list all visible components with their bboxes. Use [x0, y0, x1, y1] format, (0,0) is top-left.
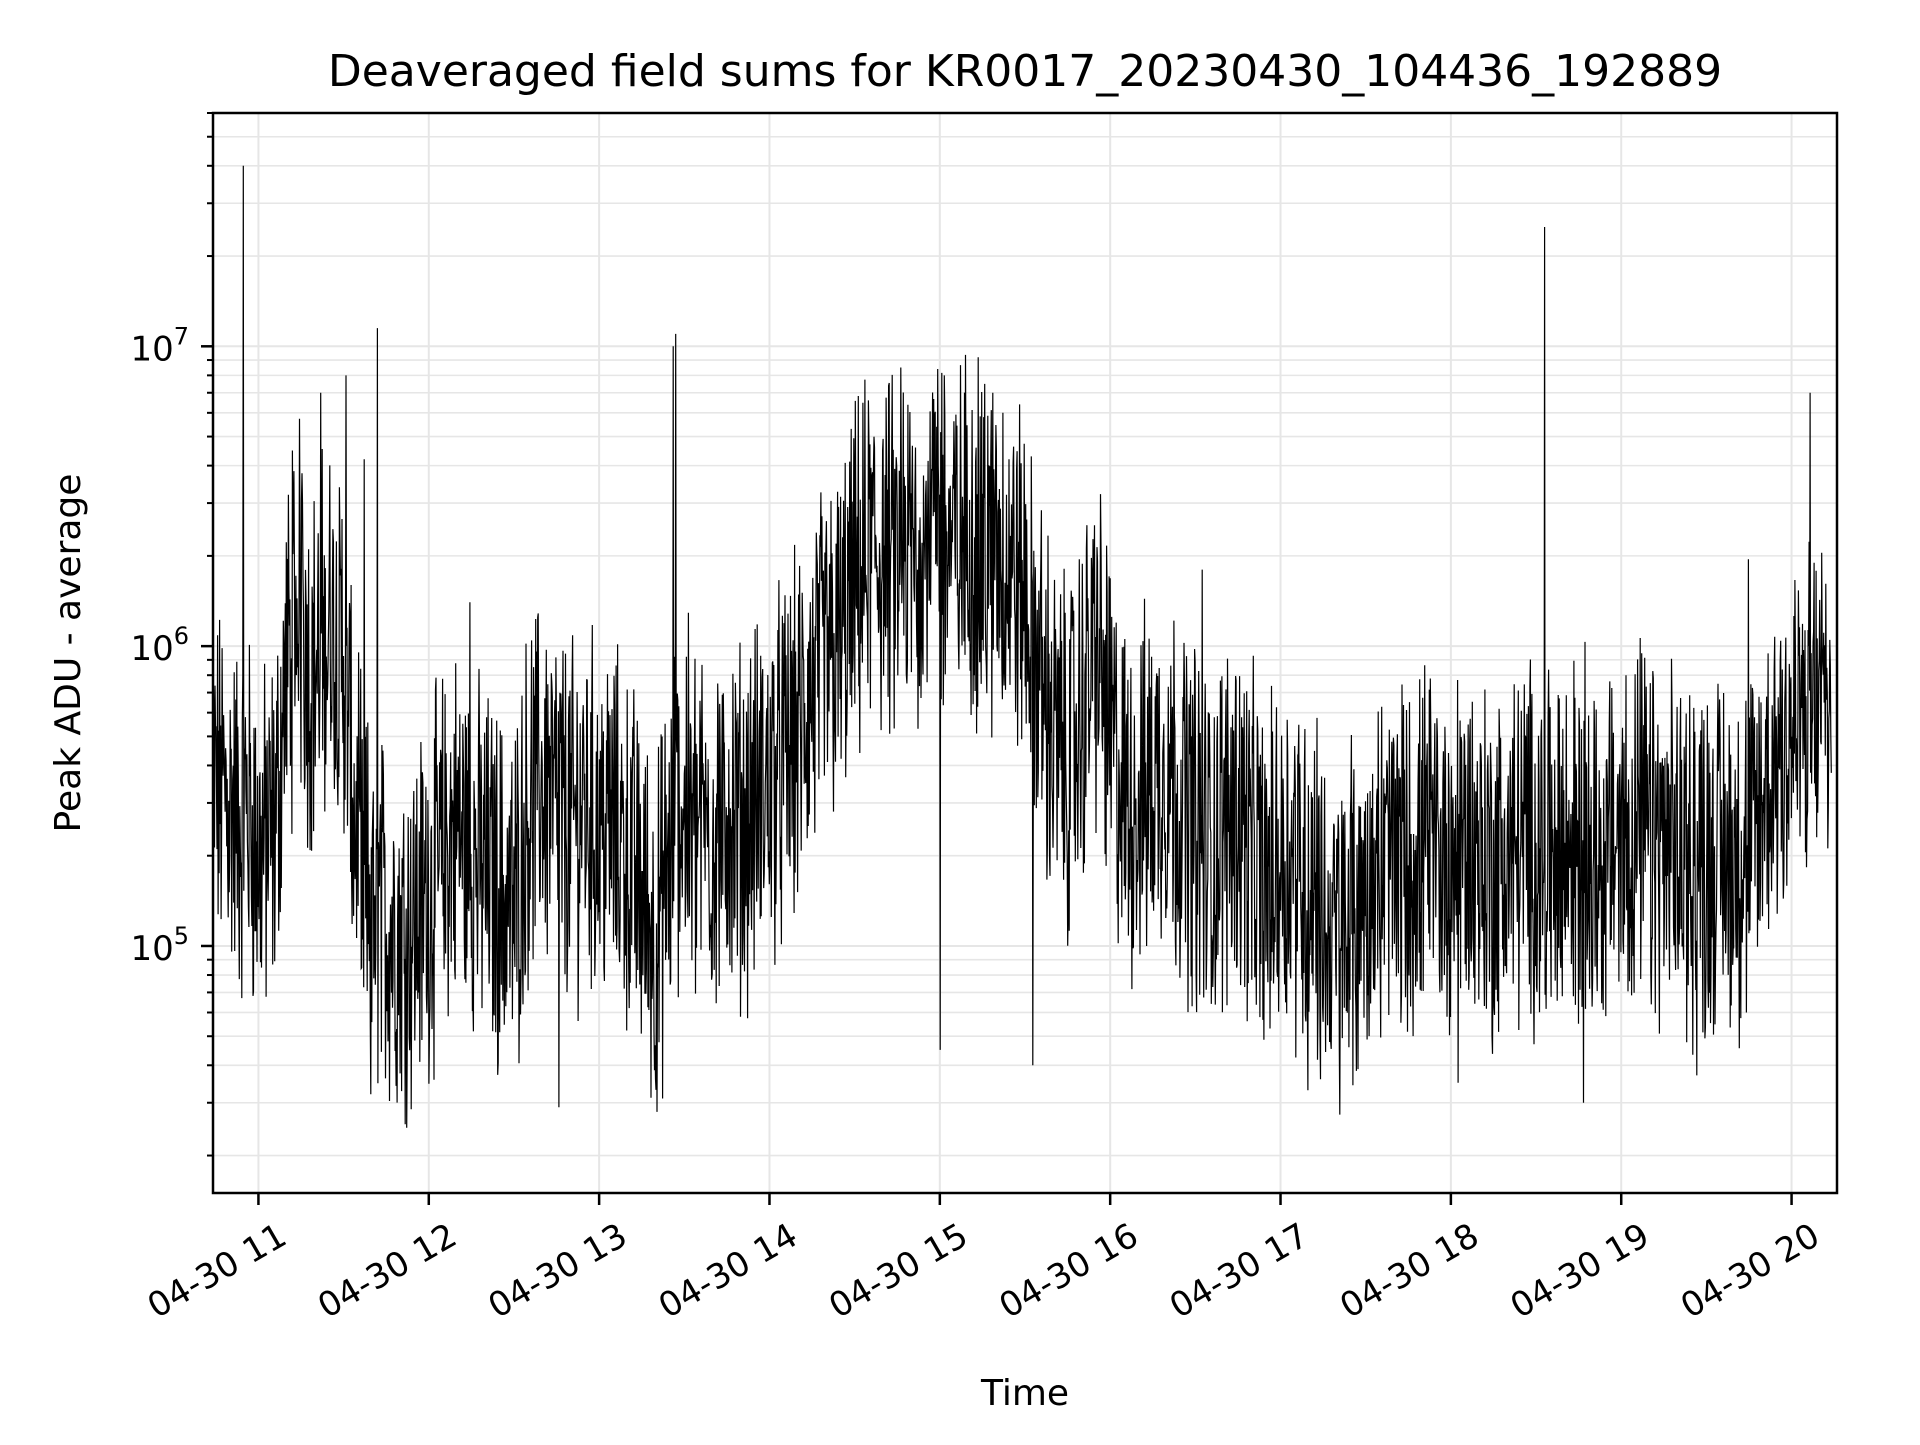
ticks: 04-30 11 04-30 12 04-30 13 04-30 14 04-30 15… [130, 112, 1826, 1327]
y-tick-label: 105 [130, 922, 189, 969]
x-tick-label: 04-30 11 [141, 1216, 293, 1327]
series-line [212, 165, 1832, 1128]
x-tick-label: 04-30 16 [993, 1216, 1145, 1327]
x-tick-label: 04-30 15 [822, 1216, 974, 1327]
y-tick-exponent: 5 [174, 922, 189, 950]
y-tick-label: 106 [130, 622, 189, 669]
x-tick-label: 04-30 14 [652, 1216, 804, 1327]
y-tick-label: 107 [130, 322, 189, 369]
y-tick-base: 10 [130, 329, 173, 369]
y-tick-exponent: 6 [174, 622, 189, 650]
y-tick-base: 10 [130, 629, 173, 669]
x-tick-label: 04-30 17 [1163, 1216, 1315, 1327]
plot-frame [211, 111, 1839, 1195]
y-tick-base: 10 [130, 929, 173, 969]
y-tick-exponent: 7 [174, 322, 189, 350]
x-axis-label: Time [980, 1373, 1069, 1414]
chart-title: Deaveraged field sums for KR0017_2023043… [328, 46, 1722, 97]
x-tick-label: 04-30 13 [482, 1216, 634, 1327]
y-axis-label: Peak ADU - average [48, 474, 89, 833]
x-tick-label: 04-30 19 [1504, 1216, 1656, 1327]
x-tick-label: 04-30 12 [311, 1216, 463, 1327]
x-tick-label: 04-30 18 [1333, 1216, 1485, 1327]
x-tick-label: 04-30 20 [1674, 1216, 1826, 1327]
data-layer [212, 165, 1832, 1128]
